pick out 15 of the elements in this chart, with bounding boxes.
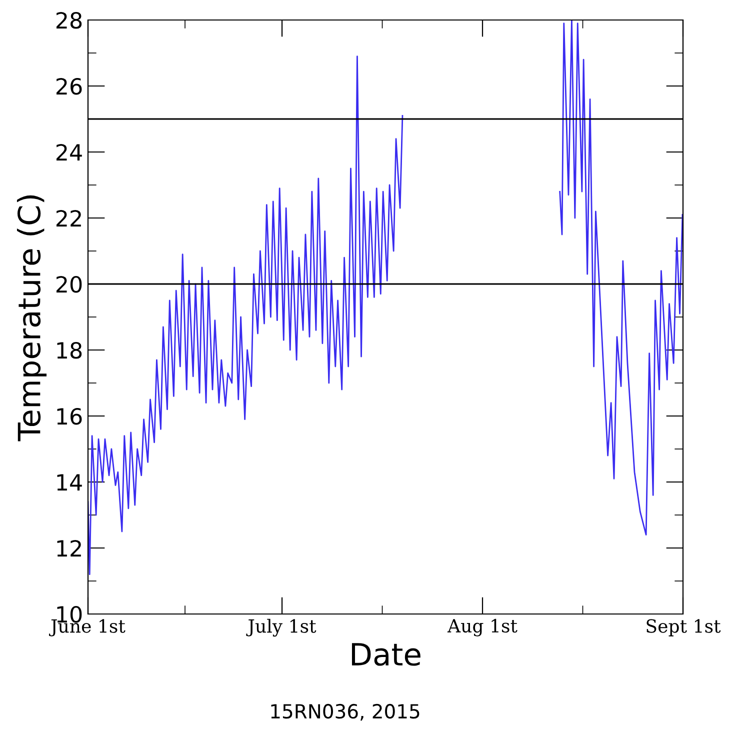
- y-tick-label: 18: [57, 342, 82, 359]
- y-tick-label: 26: [56, 78, 82, 95]
- y-tick-label: 12: [57, 540, 81, 556]
- y-tick-label: 20: [56, 276, 82, 293]
- y-tick-label: 24: [56, 144, 82, 160]
- y-tick-label: 28: [56, 12, 82, 29]
- x-tick-label: Aug 1st: [447, 618, 518, 636]
- y-tick-label: 16: [57, 408, 82, 425]
- y-axis-title: Temperature (C): [16, 195, 47, 442]
- x-axis-title: Date: [352, 643, 420, 666]
- text: 15RN036, 2015: [271, 704, 420, 721]
- x-tick-label: July 1st: [246, 618, 316, 637]
- x-tick-label: Sept 1st: [646, 619, 721, 636]
- y-tick-label: 14: [57, 474, 82, 490]
- y-tick-label: 22: [56, 210, 81, 226]
